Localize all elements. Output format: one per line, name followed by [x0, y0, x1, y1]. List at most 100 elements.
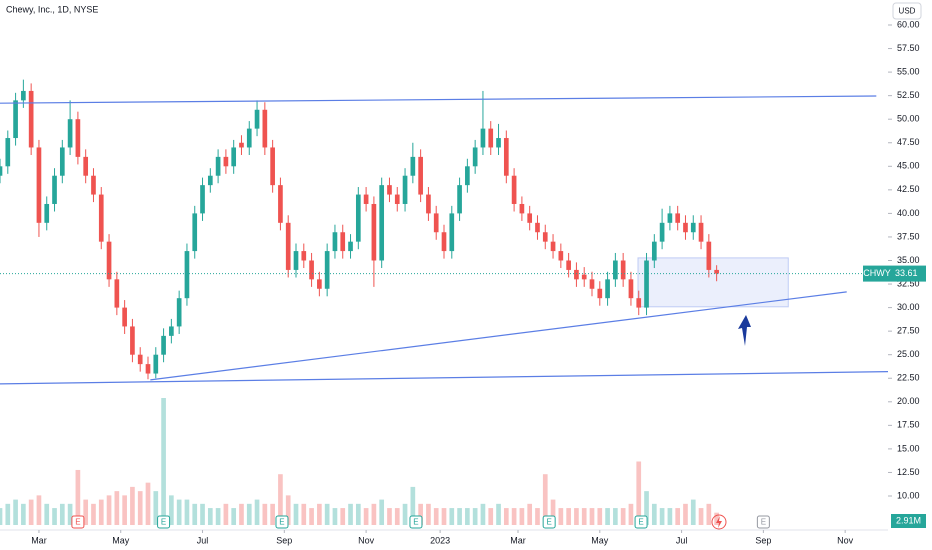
candle-body [511, 175, 517, 204]
candle-body [379, 185, 385, 261]
candle-body [488, 128, 494, 148]
candle-body [59, 147, 65, 176]
volume-bar [550, 499, 556, 525]
volume-bar [472, 508, 478, 525]
candle-body [332, 232, 338, 252]
x-tick-label: May [112, 535, 130, 545]
volume-bar [75, 469, 81, 525]
volume-bar [433, 508, 439, 525]
volume-bar [36, 495, 42, 525]
y-tick-label: 12.50 [897, 467, 920, 477]
candle-body [426, 194, 431, 214]
candle-body [348, 241, 353, 252]
y-tick-label: 37.50 [897, 231, 920, 241]
x-tick-label: Nov [358, 535, 375, 545]
candle-body [558, 251, 564, 261]
candle-body [36, 147, 42, 223]
volume-bar [371, 503, 377, 525]
candle-body [301, 251, 307, 261]
volume-bar [605, 508, 610, 525]
volume-bar [597, 508, 603, 525]
volume-bar [59, 503, 65, 525]
x-tick-label: 2023 [430, 535, 450, 545]
lightning-marker [711, 514, 727, 530]
volume-bar [91, 503, 96, 525]
candle-body [363, 194, 369, 204]
candle-body [278, 185, 283, 223]
volume-bar [667, 508, 673, 525]
candle-body [98, 194, 104, 242]
price-badge [891, 265, 926, 282]
volume-bar [239, 503, 244, 525]
volume-bar [503, 508, 509, 525]
volume-bar [21, 503, 26, 525]
candle-body [324, 251, 330, 289]
candle-body [21, 90, 26, 101]
volume-bar [52, 508, 57, 525]
candle-body [706, 241, 712, 270]
volume-bar [402, 503, 408, 525]
y-tick-label: 60.00 [897, 19, 920, 29]
volume-bar [363, 508, 369, 525]
y-tick-label: 20.00 [897, 396, 920, 406]
volume-bar [324, 503, 330, 525]
y-tick-label: 52.50 [897, 90, 920, 100]
candle-body [503, 138, 509, 176]
x-tick-label: Nov [837, 535, 854, 545]
volume-bar [613, 508, 618, 525]
y-tick-label: 27.50 [897, 326, 920, 336]
candle-body [449, 213, 455, 252]
volume-bar [394, 508, 400, 525]
currency-button[interactable] [892, 2, 922, 20]
candle-body [690, 222, 696, 233]
volume-bar [418, 503, 423, 525]
candle-body [254, 109, 260, 129]
candle-body [317, 279, 322, 289]
volume-bar [207, 508, 213, 525]
trend-line [0, 371, 889, 385]
candle-body [371, 203, 377, 261]
volume-bar [426, 503, 431, 525]
volume-bar [714, 512, 719, 525]
candle-body [472, 147, 478, 167]
event-marker [542, 515, 556, 529]
candle-body [75, 119, 81, 157]
volume-bar [558, 508, 564, 525]
candle-body [223, 156, 229, 167]
candle-body [5, 138, 11, 167]
trend-line [150, 291, 847, 381]
y-tick-label: 32.50 [897, 278, 920, 288]
currency[interactable]: USD [899, 7, 916, 16]
volume-bar [566, 508, 571, 525]
candle-body [176, 298, 182, 327]
x-tick-label: Jul [676, 535, 688, 545]
x-tick-label: Mar [31, 535, 47, 545]
volume-bar [28, 499, 34, 525]
y-tick-label: 45.00 [897, 161, 920, 171]
volume-bar [644, 491, 649, 525]
volume-bar [192, 503, 198, 525]
candle-body [574, 269, 579, 280]
event-label: E [161, 518, 166, 527]
event-marker [634, 515, 648, 529]
candle-body [651, 241, 657, 261]
trend-line [0, 95, 877, 104]
event-label: E [638, 518, 643, 527]
candle-body [683, 222, 688, 233]
volume-bar [683, 503, 688, 525]
candle-body [192, 213, 198, 252]
candle-body [355, 194, 361, 242]
candle-body [636, 298, 642, 308]
event-marker [756, 515, 770, 529]
volume-bar [511, 508, 517, 525]
y-tick-label: 17.50 [897, 420, 920, 430]
y-tick-label: 55.00 [897, 66, 920, 76]
volume-bar [169, 495, 174, 525]
y-tick-label: 35.00 [897, 255, 920, 265]
volume-bar [706, 503, 712, 525]
volume-bar [348, 503, 353, 525]
candle-body [91, 175, 96, 195]
volume-bar [574, 508, 579, 525]
volume-bar [651, 503, 657, 525]
